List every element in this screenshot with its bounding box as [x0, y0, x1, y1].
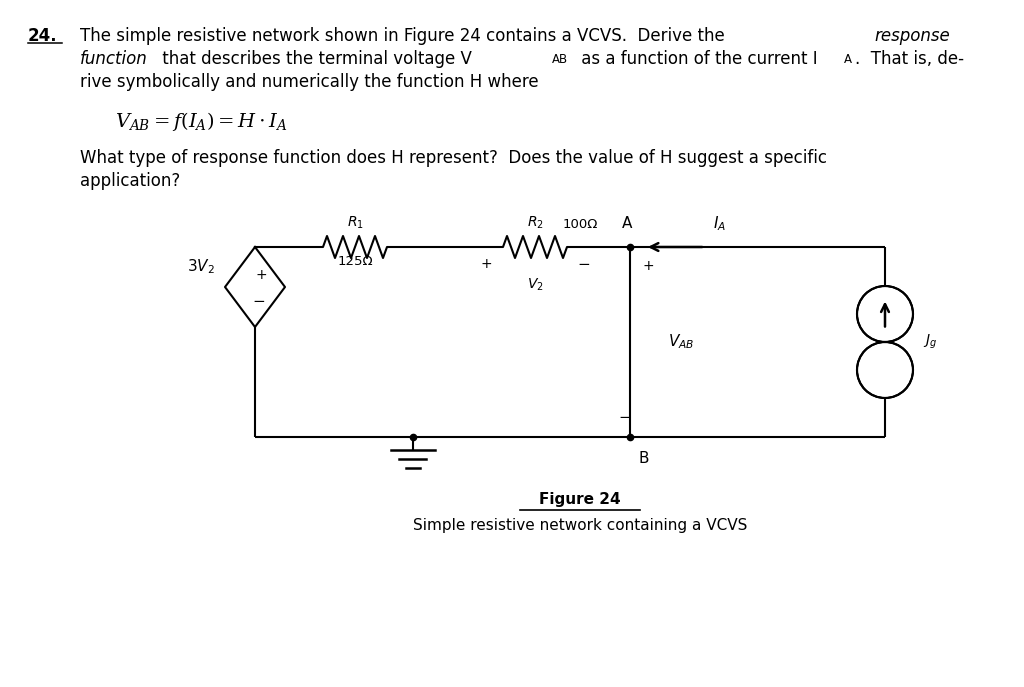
Text: +: + — [480, 257, 492, 271]
Text: A: A — [622, 216, 632, 231]
Text: What type of response function does H represent?  Does the value of H suggest a : What type of response function does H re… — [80, 149, 827, 167]
Text: Simple resistive network containing a VCVS: Simple resistive network containing a VC… — [413, 518, 748, 533]
Text: +: + — [255, 268, 267, 282]
Text: A: A — [844, 53, 852, 66]
Text: 24.: 24. — [28, 27, 57, 45]
Text: $V_2$: $V_2$ — [526, 277, 544, 293]
Text: The simple resistive network shown in Figure 24 contains a VCVS.  Derive the: The simple resistive network shown in Fi… — [80, 27, 730, 45]
Text: −: − — [253, 293, 265, 308]
Circle shape — [858, 343, 912, 397]
Text: B: B — [638, 451, 648, 466]
Text: $R_1$: $R_1$ — [346, 214, 364, 231]
Text: function: function — [80, 50, 147, 68]
Text: $J_g$: $J_g$ — [923, 333, 937, 351]
Circle shape — [858, 287, 912, 341]
Text: .  That is, de-: . That is, de- — [855, 50, 964, 68]
Text: 125Ω: 125Ω — [337, 255, 373, 268]
Text: $R_2$: $R_2$ — [526, 214, 544, 231]
Text: $V_{AB} = f(I_A) = H \cdot I_A$: $V_{AB} = f(I_A) = H \cdot I_A$ — [115, 110, 288, 133]
Text: response: response — [874, 27, 949, 45]
Text: 100Ω: 100Ω — [563, 218, 598, 231]
Text: application?: application? — [80, 172, 180, 190]
Text: Figure 24: Figure 24 — [540, 492, 621, 507]
Text: AB: AB — [552, 53, 568, 66]
Text: −: − — [618, 410, 632, 425]
Text: as a function of the current I: as a function of the current I — [575, 50, 817, 68]
Text: $I_A$: $I_A$ — [713, 214, 726, 233]
Text: rive symbolically and numerically the function H where: rive symbolically and numerically the fu… — [80, 73, 539, 91]
Text: −: − — [578, 257, 591, 272]
Text: that describes the terminal voltage V: that describes the terminal voltage V — [157, 50, 472, 68]
Text: $V_{AB}$: $V_{AB}$ — [668, 333, 694, 351]
Text: $3V_2$: $3V_2$ — [187, 258, 215, 276]
Text: +: + — [642, 259, 653, 273]
